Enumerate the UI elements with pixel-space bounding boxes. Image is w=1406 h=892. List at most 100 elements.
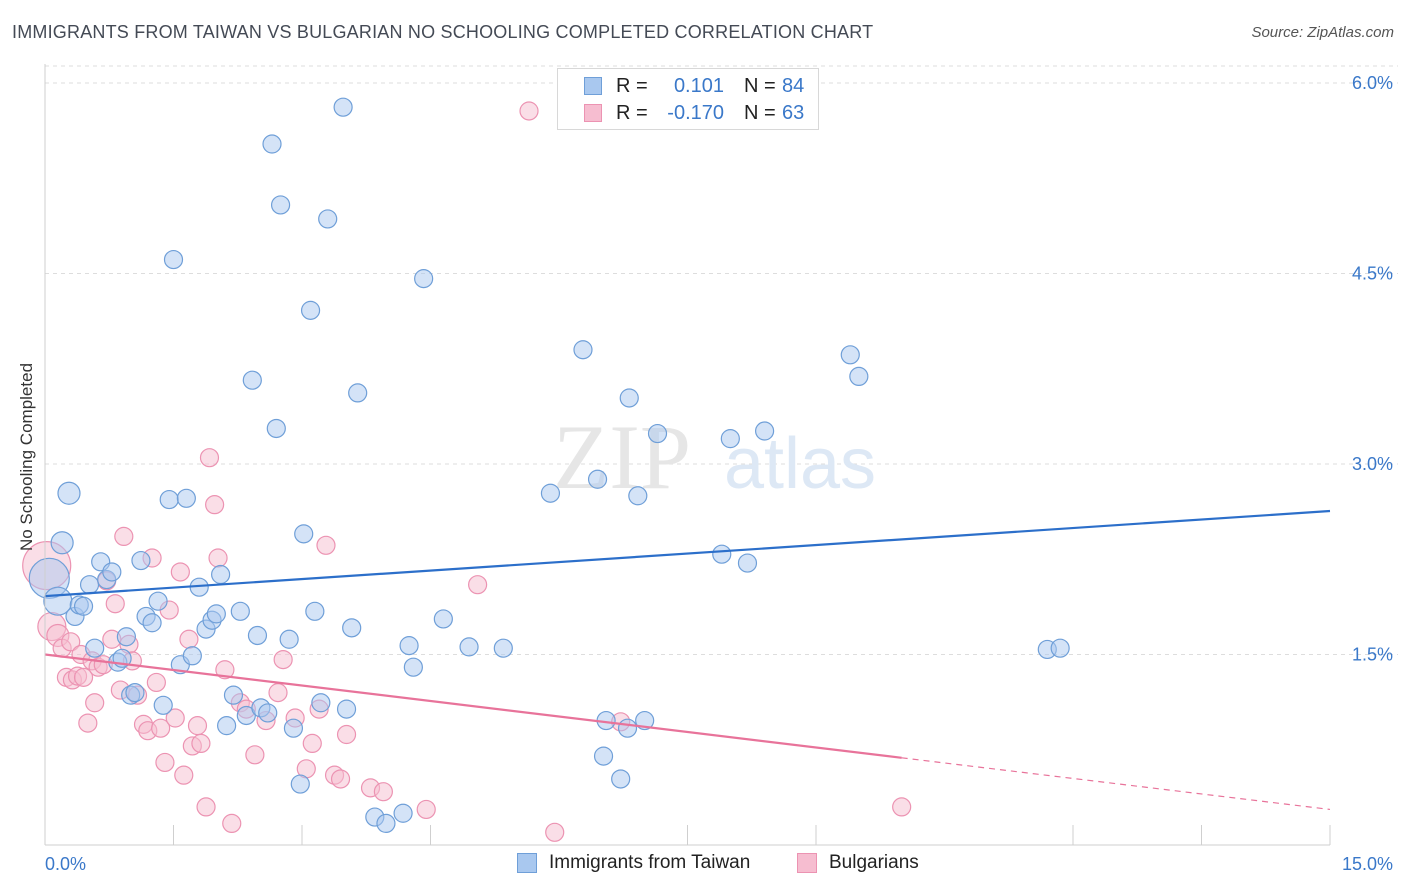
legend-label: Immigrants from Taiwan xyxy=(549,852,751,873)
data-point xyxy=(311,693,331,713)
data-point xyxy=(191,733,211,754)
data-point xyxy=(318,209,338,229)
data-point xyxy=(176,488,196,508)
data-point xyxy=(230,601,250,621)
x-tick-label: 0.0% xyxy=(45,854,86,874)
data-point xyxy=(628,486,648,506)
data-point xyxy=(754,421,775,441)
data-point xyxy=(587,469,608,489)
data-point xyxy=(493,638,513,658)
data-point xyxy=(170,562,190,582)
data-point xyxy=(73,596,94,616)
data-point xyxy=(116,627,136,647)
data-point xyxy=(283,718,304,738)
data-point xyxy=(268,683,288,703)
data-point xyxy=(242,370,262,390)
data-point xyxy=(182,646,202,666)
data-point xyxy=(79,575,100,595)
data-point xyxy=(159,489,179,510)
legend-swatch-pink xyxy=(584,104,602,122)
data-point xyxy=(373,782,393,802)
data-point xyxy=(131,550,151,571)
watermark-atlas: atlas xyxy=(724,424,876,504)
data-point xyxy=(245,745,265,765)
axis-layer: 1.5% 3.0% 4.5% 6.0% 0.0% 15.0% xyxy=(44,64,1393,874)
r-value: 0.101 xyxy=(673,74,724,97)
legend-label: Bulgarians xyxy=(829,852,919,873)
data-point xyxy=(163,249,184,270)
data-point xyxy=(376,813,396,834)
data-point xyxy=(573,340,593,360)
legend-item-bulgarians: Bulgarians xyxy=(797,852,919,874)
data-point xyxy=(294,524,314,544)
data-point xyxy=(155,752,175,773)
source-credit: Source: ZipAtlas.com xyxy=(1251,24,1394,41)
data-point xyxy=(840,345,860,365)
data-point xyxy=(85,638,105,658)
n-key: N = xyxy=(744,101,776,124)
y-axis-label: No Schooling Completed xyxy=(17,362,36,552)
data-point xyxy=(208,548,228,568)
data-point xyxy=(468,575,488,595)
data-point xyxy=(165,708,185,728)
n-value: 63 xyxy=(782,101,805,124)
n-value: 84 xyxy=(782,74,805,97)
data-point xyxy=(279,629,299,649)
data-point xyxy=(302,733,322,754)
data-point xyxy=(247,625,268,646)
data-point xyxy=(333,97,353,117)
data-point xyxy=(647,423,668,444)
data-point xyxy=(262,134,282,154)
data-point xyxy=(348,383,368,403)
data-point xyxy=(403,657,423,677)
data-point xyxy=(617,718,638,738)
data-point xyxy=(196,797,216,817)
data-point xyxy=(211,564,231,585)
data-point xyxy=(305,601,325,621)
data-point xyxy=(459,637,479,657)
data-point xyxy=(153,695,173,715)
series-legend: Immigrants from Taiwan Bulgarians xyxy=(0,852,1406,878)
data-point xyxy=(78,713,98,733)
data-point xyxy=(57,481,81,505)
data-point xyxy=(316,535,336,555)
data-point xyxy=(148,591,168,611)
n-key: N = xyxy=(744,74,776,97)
data-point xyxy=(540,483,561,503)
data-point xyxy=(222,813,242,834)
r-key: R = xyxy=(616,74,648,97)
data-point xyxy=(114,526,134,547)
data-point xyxy=(258,703,278,723)
trend-line xyxy=(44,509,1331,598)
data-point xyxy=(336,699,357,719)
data-point xyxy=(215,660,235,680)
data-point xyxy=(1050,638,1070,658)
correlation-legend: R = 0.101 N = 84 R = -0.170 N = 63 xyxy=(557,68,819,130)
data-point xyxy=(199,448,220,468)
legend-row-taiwan: R = 0.101 N = 84 xyxy=(616,74,804,98)
data-point xyxy=(50,531,74,555)
data-point xyxy=(61,632,81,652)
data-point xyxy=(619,388,639,408)
data-point xyxy=(737,553,758,573)
legend-item-taiwan: Immigrants from Taiwan xyxy=(517,852,750,874)
data-point xyxy=(593,746,614,766)
data-point xyxy=(414,269,434,289)
data-point xyxy=(85,693,105,713)
grid-layer xyxy=(45,65,1398,656)
data-point xyxy=(217,716,237,736)
data-point xyxy=(545,822,565,842)
data-point xyxy=(205,495,225,515)
data-point xyxy=(300,300,321,320)
y-tick-label: 1.5% xyxy=(1352,645,1393,665)
x-tick-label: 15.0% xyxy=(1342,854,1393,874)
data-point xyxy=(892,797,912,817)
data-point xyxy=(290,774,310,794)
legend-row-bulgarians: R = -0.170 N = 63 xyxy=(616,101,804,125)
data-point xyxy=(433,609,453,629)
data-point xyxy=(399,636,419,656)
data-point xyxy=(342,618,362,638)
data-point xyxy=(519,101,539,121)
data-point xyxy=(223,685,244,705)
